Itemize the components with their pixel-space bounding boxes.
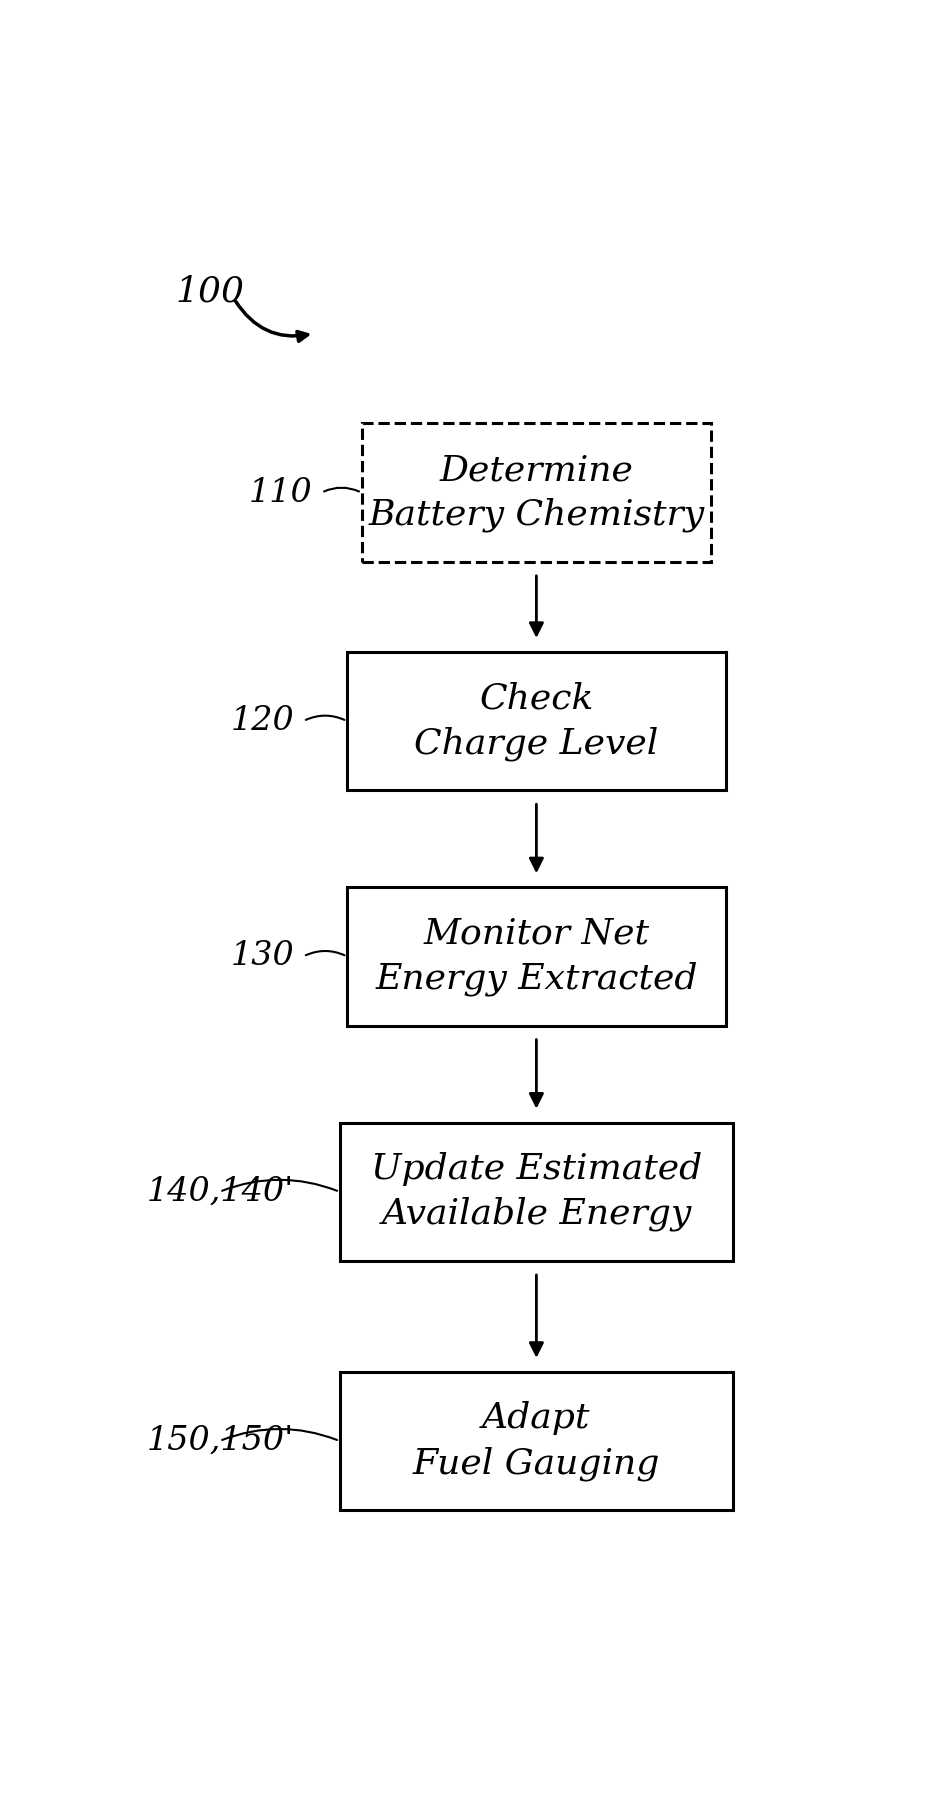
Text: 130: 130 — [230, 940, 294, 973]
FancyBboxPatch shape — [339, 1372, 733, 1510]
Text: Update Estimated
Available Energy: Update Estimated Available Energy — [370, 1153, 702, 1232]
Text: Adapt
Fuel Gauging: Adapt Fuel Gauging — [413, 1401, 660, 1482]
FancyBboxPatch shape — [339, 1122, 733, 1260]
FancyBboxPatch shape — [347, 653, 726, 791]
FancyBboxPatch shape — [347, 886, 726, 1025]
Text: Determine
Battery Chemistry: Determine Battery Chemistry — [368, 453, 704, 532]
Text: 150,150': 150,150' — [147, 1426, 294, 1456]
Text: 110: 110 — [248, 476, 312, 509]
Text: Monitor Net
Energy Extracted: Monitor Net Energy Extracted — [375, 917, 697, 996]
FancyBboxPatch shape — [362, 424, 712, 561]
Text: 120: 120 — [230, 705, 294, 737]
Text: 100: 100 — [176, 275, 244, 309]
Text: 140,140': 140,140' — [147, 1176, 294, 1208]
Text: Check
Charge Level: Check Charge Level — [415, 681, 659, 761]
